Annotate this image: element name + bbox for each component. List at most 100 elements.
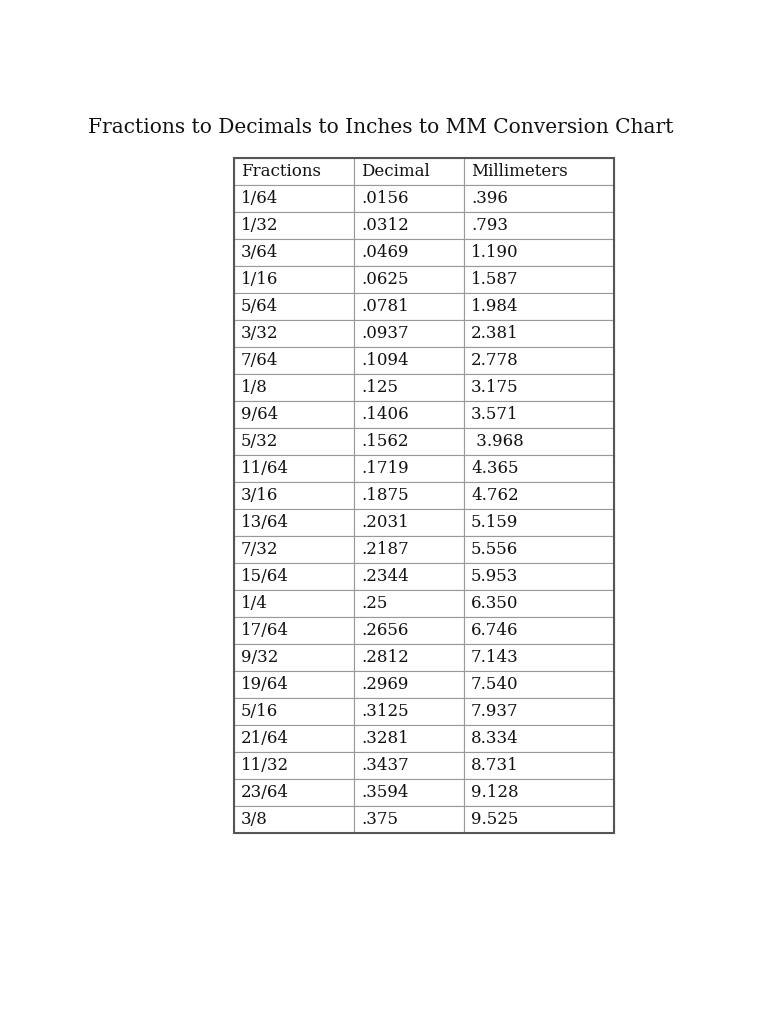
Bar [234,293,354,319]
Text: 11/32: 11/32 [241,757,289,774]
Bar [234,455,354,482]
Bar [464,482,614,509]
Bar [234,644,354,671]
Text: 1/64: 1/64 [241,190,278,207]
Text: Fractions to Decimals to Inches to MM Conversion Chart: Fractions to Decimals to Inches to MM Co… [88,118,674,137]
Text: .0312: .0312 [361,217,409,234]
Text: 15/64: 15/64 [241,568,289,585]
Bar [464,563,614,590]
Bar [234,509,354,536]
Bar [464,319,614,347]
Text: 5/32: 5/32 [241,433,278,450]
Bar [354,239,464,266]
Text: Millimeters: Millimeters [471,163,568,180]
Text: .125: .125 [361,379,398,396]
Bar [354,319,464,347]
Bar [234,671,354,698]
Bar [234,536,354,563]
Bar [464,347,614,374]
Bar [354,482,464,509]
Text: Decimal: Decimal [361,163,430,180]
Bar [354,455,464,482]
Text: .25: .25 [361,595,387,612]
Text: 4.762: 4.762 [471,487,518,504]
Text: 5/16: 5/16 [241,703,278,720]
Bar [464,509,614,536]
Text: 1.190: 1.190 [471,244,518,261]
Bar [464,617,614,644]
Bar [234,482,354,509]
Bar [464,671,614,698]
Text: .3125: .3125 [361,703,409,720]
Text: .2812: .2812 [361,649,409,666]
Bar [354,293,464,319]
Bar [464,239,614,266]
Text: 8.334: 8.334 [471,730,518,746]
Bar [234,698,354,725]
Bar [354,266,464,293]
Text: 9/32: 9/32 [241,649,278,666]
Bar [354,158,464,185]
Bar [464,158,614,185]
Text: .0625: .0625 [361,271,409,288]
Text: .1562: .1562 [361,433,409,450]
Text: .2031: .2031 [361,514,409,531]
Text: 7.937: 7.937 [471,703,518,720]
Text: 7.143: 7.143 [471,649,518,666]
Bar [464,293,614,319]
Text: 3/64: 3/64 [241,244,278,261]
Text: 9.128: 9.128 [471,784,518,801]
Text: .375: .375 [361,811,398,828]
Text: 19/64: 19/64 [241,676,289,693]
Bar [354,779,464,806]
Text: .1406: .1406 [361,406,409,423]
Bar [234,185,354,212]
Text: .2344: .2344 [361,568,409,585]
Bar [354,185,464,212]
Bar [464,590,614,617]
Bar [234,590,354,617]
Bar [234,617,354,644]
Bar [464,374,614,401]
Bar [354,806,464,833]
Bar [354,347,464,374]
Text: .2969: .2969 [361,676,409,693]
Bar [354,698,464,725]
Text: .1719: .1719 [361,460,409,477]
Text: 2.381: 2.381 [471,325,518,342]
Bar [234,347,354,374]
Text: 17/64: 17/64 [241,622,289,639]
Text: 23/64: 23/64 [241,784,289,801]
Text: .0469: .0469 [361,244,409,261]
Bar [464,698,614,725]
Bar [354,752,464,779]
Text: Fractions: Fractions [241,163,321,180]
Bar [464,536,614,563]
Bar [354,374,464,401]
Text: .1875: .1875 [361,487,409,504]
Text: 3.968: 3.968 [471,433,524,450]
Text: .0781: .0781 [361,298,409,315]
Bar [354,563,464,590]
Bar [234,319,354,347]
Text: .1094: .1094 [361,352,409,369]
Bar [354,671,464,698]
Text: .0937: .0937 [361,325,409,342]
Bar [354,212,464,239]
Text: 5.159: 5.159 [471,514,518,531]
Text: 7/32: 7/32 [241,541,279,558]
Text: .2187: .2187 [361,541,409,558]
Text: 4.365: 4.365 [471,460,518,477]
Text: 1/16: 1/16 [241,271,278,288]
Bar [234,212,354,239]
Text: 3.571: 3.571 [471,406,518,423]
Bar [354,401,464,428]
Bar [234,563,354,590]
Bar [354,509,464,536]
Bar [464,401,614,428]
Bar [464,752,614,779]
Text: 5/64: 5/64 [241,298,278,315]
Bar [234,266,354,293]
Text: .793: .793 [471,217,508,234]
Text: .3594: .3594 [361,784,409,801]
